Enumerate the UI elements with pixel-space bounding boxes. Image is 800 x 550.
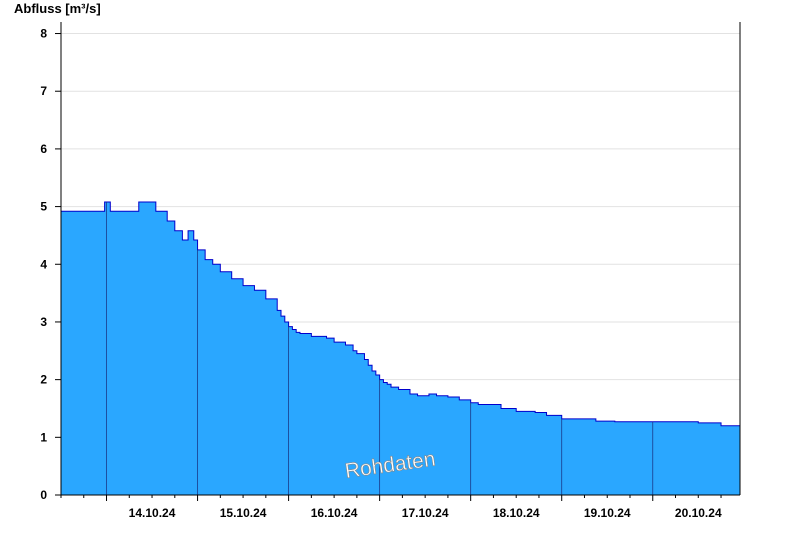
x-tick-label: 17.10.24	[402, 506, 449, 520]
y-tick-label: 2	[40, 373, 47, 387]
discharge-line	[61, 201, 740, 427]
day-separators	[106, 201, 654, 495]
y-tick-label: 8	[40, 27, 47, 41]
y-tick-label: 5	[40, 200, 47, 214]
x-tick-label: 16.10.24	[311, 506, 358, 520]
y-tick-label: 7	[40, 84, 47, 98]
y-ticks: 0 1 2 3 4 5 6 7 8	[40, 27, 61, 502]
x-tick-label: 15.10.24	[220, 506, 267, 520]
x-ticks: 14.10.24 15.10.24 16.10.24 17.10.24 18.10.24…	[60, 495, 722, 520]
discharge-area	[61, 201, 740, 495]
x-tick-label: 14.10.24	[129, 506, 176, 520]
y-tick-label: 3	[40, 315, 47, 329]
y-axis-label: Abfluss [m³/s]	[14, 1, 101, 16]
x-tick-label: 19.10.24	[584, 506, 631, 520]
x-tick-label: 20.10.24	[675, 506, 722, 520]
y-tick-label: 0	[40, 488, 47, 502]
x-tick-label: 18.10.24	[493, 506, 540, 520]
y-tick-label: 1	[40, 430, 47, 444]
y-tick-label: 4	[40, 257, 47, 271]
axes	[60, 22, 741, 496]
y-tick-label: 6	[40, 142, 47, 156]
